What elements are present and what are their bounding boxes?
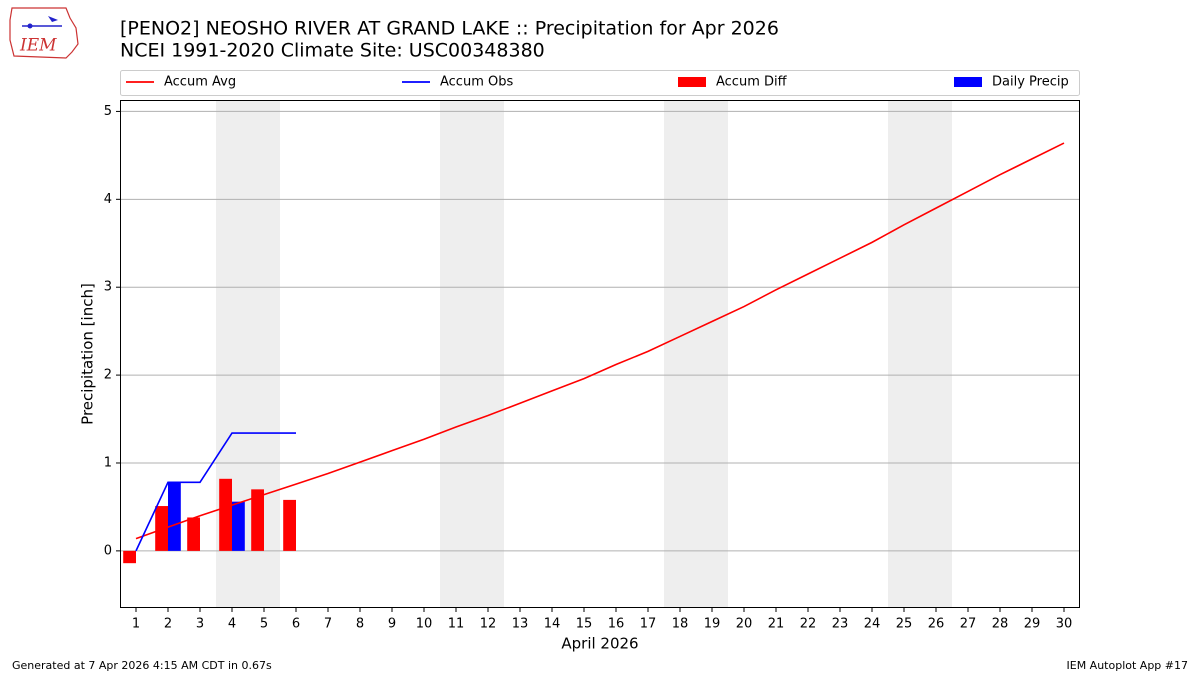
x-tick-label: 16 [608, 617, 625, 632]
x-tick-label: 27 [960, 617, 977, 632]
x-tick-label: 19 [704, 617, 721, 632]
x-tick-label: 28 [992, 617, 1009, 632]
x-tick-label: 4 [228, 617, 236, 632]
footer-right: IEM Autoplot App #17 [1067, 659, 1189, 672]
bar [155, 506, 168, 551]
bar [187, 517, 200, 551]
legend-swatch [678, 77, 706, 87]
legend-label: Accum Diff [716, 75, 788, 90]
x-tick-label: 15 [576, 617, 593, 632]
y-tick-label: 3 [104, 280, 112, 295]
x-tick-label: 3 [196, 617, 204, 632]
logo: IEM [9, 7, 79, 59]
legend-label: Accum Obs [440, 75, 513, 90]
x-tick-label: 30 [1056, 617, 1073, 632]
weekend-band [440, 100, 504, 608]
logo-outline [9, 7, 79, 59]
line [135, 142, 1065, 540]
bar [219, 478, 232, 551]
footer-left: Generated at 7 Apr 2026 4:15 AM CDT in 0… [12, 659, 272, 672]
y-tick-label: 1 [104, 455, 112, 470]
plot-frame [120, 100, 1080, 608]
x-tick-label: 21 [768, 617, 785, 632]
y-axis-label: Precipitation [inch] [79, 283, 97, 425]
plot-area [120, 100, 1080, 608]
legend-swatch [954, 77, 982, 87]
x-tick-label: 6 [292, 617, 300, 632]
x-tick-label: 10 [416, 617, 433, 632]
x-tick-label: 9 [388, 617, 396, 632]
y-tick-label: 2 [104, 368, 112, 383]
x-tick-label: 26 [928, 617, 945, 632]
bar [123, 550, 136, 564]
bar [168, 482, 181, 551]
x-tick-label: 11 [448, 617, 465, 632]
y-tick-label: 0 [104, 543, 112, 558]
weekend-band [888, 100, 952, 608]
x-tick-label: 29 [1024, 617, 1041, 632]
x-tick-label: 23 [832, 617, 849, 632]
x-tick-label: 22 [800, 617, 817, 632]
legend-label: Accum Avg [164, 75, 236, 90]
logo-text: IEM [19, 36, 57, 56]
legend-label: Daily Precip [992, 75, 1069, 90]
legend-box [120, 70, 1080, 96]
chart-subtitle: NCEI 1991-2020 Climate Site: USC00348380 [120, 40, 545, 62]
logo-dot [27, 23, 33, 29]
chart-title: [PENO2] NEOSHO RIVER AT GRAND LAKE :: Pr… [120, 18, 779, 40]
line [135, 432, 296, 552]
x-tick-label: 18 [672, 617, 689, 632]
x-tick-label: 8 [356, 617, 364, 632]
y-tick-label: 5 [104, 104, 112, 119]
x-tick-label: 17 [640, 617, 657, 632]
logo-vane [48, 16, 58, 22]
weekend-band [664, 100, 728, 608]
bar [232, 501, 245, 551]
x-tick-label: 24 [864, 617, 881, 632]
x-tick-label: 13 [512, 617, 529, 632]
x-tick-label: 14 [544, 617, 561, 632]
x-tick-label: 2 [164, 617, 172, 632]
y-tick-label: 4 [104, 192, 112, 207]
x-tick-label: 1 [132, 617, 140, 632]
x-tick-label: 20 [736, 617, 753, 632]
bar [283, 499, 296, 551]
x-tick-label: 25 [896, 617, 913, 632]
x-tick-label: 5 [260, 617, 268, 632]
bar [251, 489, 264, 551]
x-tick-label: 12 [480, 617, 497, 632]
x-axis-label: April 2026 [561, 635, 638, 653]
x-tick-label: 7 [324, 617, 332, 632]
